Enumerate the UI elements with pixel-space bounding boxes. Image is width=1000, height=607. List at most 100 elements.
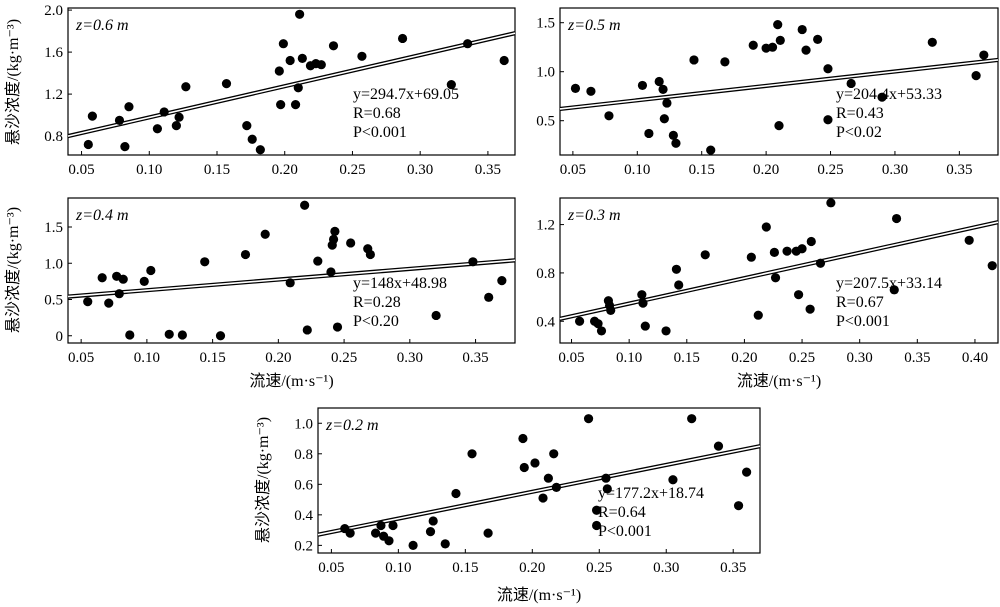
data-point — [446, 80, 456, 90]
regression-line-inner — [559, 221, 999, 320]
x-tick-label: 0.15 — [674, 350, 700, 366]
x-tick-label: 0.15 — [199, 350, 225, 366]
data-point — [671, 138, 681, 148]
y-axis-label: 悬沙浓度/(kg·m⁻³) — [4, 207, 22, 333]
data-point — [159, 107, 169, 117]
data-point — [661, 326, 671, 336]
data-point — [428, 516, 438, 526]
x-axis-label: 流速/(m·s⁻¹) — [249, 372, 333, 390]
x-tick-label: 0.25 — [339, 162, 365, 178]
data-point — [687, 414, 697, 424]
y-tick-label: 1.2 — [44, 87, 63, 103]
x-tick-label: 0.40 — [962, 350, 988, 366]
data-point — [518, 433, 528, 444]
x-tick-label: 0.25 — [331, 350, 357, 366]
data-point — [801, 45, 811, 55]
data-point — [659, 114, 669, 124]
data-point — [328, 234, 339, 244]
data-point — [255, 145, 265, 155]
data-point — [247, 134, 257, 144]
data-point — [775, 35, 785, 45]
data-point — [549, 449, 559, 459]
data-point — [330, 226, 340, 236]
data-point — [746, 252, 756, 262]
data-point — [260, 229, 270, 239]
data-point — [927, 37, 937, 47]
data-point — [295, 9, 305, 19]
data-point — [293, 83, 303, 93]
panel-label: z=0.2 m — [325, 417, 379, 434]
x-tick-label: 0.30 — [653, 560, 679, 576]
data-point — [606, 305, 616, 315]
data-point — [242, 121, 252, 131]
x-tick-label: 0.25 — [789, 350, 815, 366]
data-point — [83, 297, 93, 307]
data-point — [806, 236, 816, 247]
data-point — [285, 55, 295, 66]
data-point — [877, 92, 887, 102]
data-point — [519, 462, 529, 473]
data-point — [240, 249, 251, 260]
data-point — [742, 467, 752, 477]
panel-label: z=0.3 m — [567, 207, 621, 224]
data-point — [408, 540, 418, 550]
data-point — [152, 124, 162, 134]
data-point — [388, 520, 398, 531]
data-point — [604, 111, 614, 121]
correlation-r: R=0.67 — [836, 294, 884, 311]
data-point — [700, 250, 710, 260]
x-tick-label: 0.05 — [558, 350, 584, 366]
panel-3: 0.05 0.10 0.15 0.20 0.25 0.30 0.35 0 0.5 1.0 1.5 z=… — [4, 197, 516, 390]
data-point — [215, 331, 226, 341]
data-point — [530, 458, 540, 468]
x-tick-label: 0.20 — [519, 560, 545, 576]
data-point — [376, 520, 386, 531]
data-point — [300, 200, 310, 210]
data-point — [468, 257, 478, 267]
panel-2: 0.05 0.10 0.15 0.20 0.25 0.30 0.35 0.5 1.0 1.5 z=0… — [536, 7, 999, 178]
data-point — [146, 265, 156, 276]
data-point — [574, 316, 585, 326]
correlation-r: R=0.28 — [353, 294, 401, 311]
data-point — [114, 115, 125, 125]
data-point — [365, 249, 375, 260]
data-point — [583, 414, 594, 424]
data-point — [846, 78, 856, 89]
data-point — [644, 128, 654, 139]
plot-frame — [67, 7, 516, 156]
data-point — [543, 473, 553, 483]
data-point — [181, 82, 191, 92]
data-point — [769, 247, 779, 257]
data-point — [370, 528, 381, 538]
data-point — [662, 98, 672, 108]
data-point — [601, 473, 611, 483]
plot-frame — [67, 197, 516, 344]
x-tick-label: 0.20 — [272, 162, 298, 178]
data-point — [689, 55, 699, 65]
data-point — [87, 111, 97, 121]
panel-label: z=0.4 m — [75, 207, 129, 224]
data-point — [654, 76, 664, 87]
data-point — [805, 304, 815, 314]
data-point — [297, 53, 307, 64]
y-tick-label: 1.0 — [536, 65, 555, 81]
data-point — [328, 41, 339, 51]
data-point — [440, 539, 450, 549]
x-tick-label: 0.10 — [134, 350, 160, 366]
data-point — [720, 57, 730, 67]
data-point — [638, 298, 648, 308]
data-point — [637, 290, 647, 300]
data-point — [815, 258, 826, 268]
panel-label: z=0.5 m — [567, 17, 621, 34]
data-point — [177, 330, 187, 340]
data-point — [276, 100, 286, 110]
data-point — [823, 64, 833, 74]
data-point — [773, 20, 783, 30]
y-tick-label: 1.5 — [536, 16, 555, 32]
data-point — [462, 39, 473, 49]
y-tick-label: 2.0 — [44, 3, 63, 19]
data-point — [274, 66, 284, 76]
data-point — [770, 273, 781, 283]
data-point — [987, 261, 997, 271]
